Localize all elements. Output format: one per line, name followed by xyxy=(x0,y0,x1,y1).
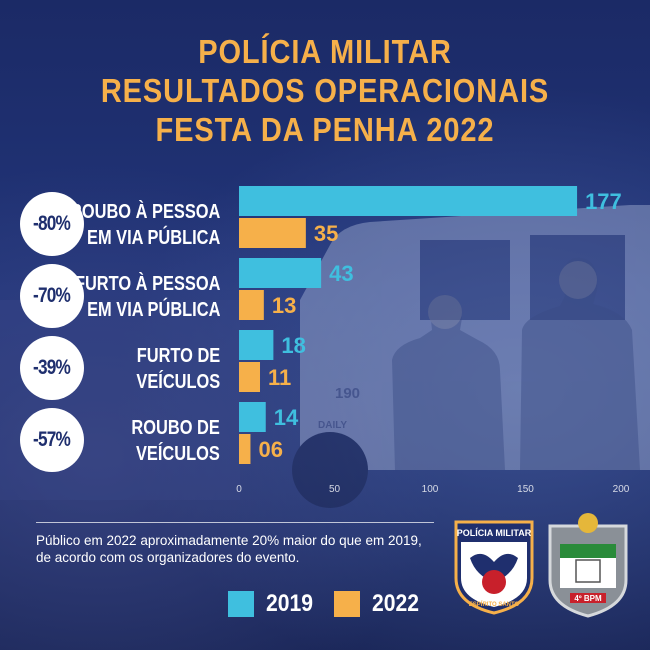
legend-swatch xyxy=(228,591,254,617)
change-badge-text: -39% xyxy=(33,356,72,379)
change-badge-text: -57% xyxy=(33,428,72,451)
legend-item-2019: 2019 xyxy=(228,590,319,618)
policia-militar-logo: POLÍCIA MILITAR ESPÍRITO SANTO xyxy=(454,520,534,615)
van-number: 190 xyxy=(335,385,360,402)
legend-label: 2022 xyxy=(372,590,419,617)
bar-2022 xyxy=(239,434,251,464)
bar-value-label: 11 xyxy=(268,365,291,390)
category-label: ROUBO DE VEÍCULOS xyxy=(131,417,220,465)
bar-2019 xyxy=(239,330,274,360)
change-badge: -57% xyxy=(20,408,84,472)
officer-right-head xyxy=(559,261,597,299)
bar-2019 xyxy=(239,402,266,432)
bpm-logo: 4º BPM xyxy=(548,513,628,618)
bar-2022 xyxy=(239,362,261,392)
legend-item-2022: 2022 xyxy=(334,590,425,618)
officer-left-head xyxy=(428,295,462,329)
bpm-logo-text: 4º BPM xyxy=(574,594,602,603)
officer-right xyxy=(520,257,640,470)
bar-value-label: 06 xyxy=(258,437,282,462)
x-tick-label: 50 xyxy=(329,484,341,495)
category-label: FURTO DE VEÍCULOS xyxy=(136,345,220,393)
title-line-1: POLÍCIA MILITAR xyxy=(198,33,452,70)
change-badge-text: -80% xyxy=(33,212,72,235)
x-tick-label: 200 xyxy=(613,484,630,495)
van-shape xyxy=(300,205,650,470)
bar-value-label: 14 xyxy=(274,405,299,430)
title-line-2: RESULTADOS OPERACIONAIS xyxy=(100,72,550,109)
legend-label: 2019 xyxy=(266,590,313,617)
bar-2019 xyxy=(239,258,322,288)
category-label: FURTO À PESSOA EM VIA PÚBLICA xyxy=(74,273,220,321)
pm-logo-subtext: ESPÍRITO SANTO xyxy=(469,600,520,608)
bar-value-label: 43 xyxy=(329,261,353,286)
van-window xyxy=(420,240,510,320)
van-window-2 xyxy=(530,235,625,320)
bar-2022 xyxy=(239,218,306,248)
x-tick-label: 100 xyxy=(422,484,439,495)
pm-logo-text: POLÍCIA MILITAR xyxy=(457,528,532,538)
x-tick-label: 0 xyxy=(236,484,242,495)
category-label: ROUBO À PESSOA EM VIA PÚBLICA xyxy=(69,201,220,249)
bar-value-label: 35 xyxy=(314,221,338,246)
bar-value-label: 13 xyxy=(272,293,296,318)
change-badge: -70% xyxy=(20,264,84,328)
van-logo: DAILY xyxy=(318,420,347,431)
change-badge: -80% xyxy=(20,192,84,256)
title-line-3: FESTA DA PENHA 2022 xyxy=(155,111,495,148)
title-block: POLÍCIA MILITAR RESULTADOS OPERACIONAIS … xyxy=(0,32,650,149)
van-wheel xyxy=(292,432,368,508)
bar-2019 xyxy=(239,186,578,216)
bar-2022 xyxy=(239,290,264,320)
officer-left xyxy=(392,294,505,470)
bar-value-label: 18 xyxy=(281,333,305,358)
legend-swatch xyxy=(334,591,360,617)
divider xyxy=(36,522,434,523)
change-badge-text: -70% xyxy=(33,284,72,307)
change-badge: -39% xyxy=(20,336,84,400)
bar-value-label: 177 xyxy=(585,189,622,214)
footnote: Público em 2022 aproximadamente 20% maio… xyxy=(36,533,422,565)
x-tick-label: 150 xyxy=(517,484,534,495)
